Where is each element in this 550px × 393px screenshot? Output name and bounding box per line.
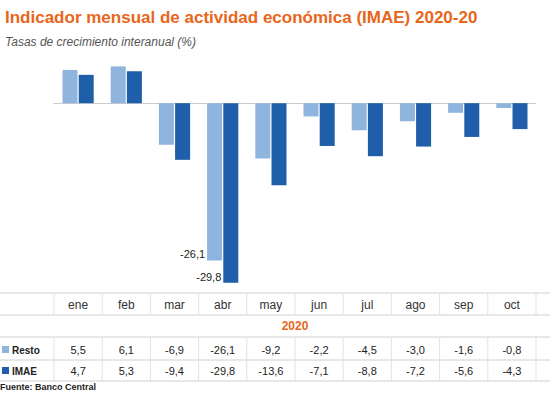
svg-text:-5,6: -5,6 (454, 365, 473, 377)
svg-text:-9,2: -9,2 (261, 344, 280, 356)
svg-text:-7,1: -7,1 (310, 365, 329, 377)
svg-text:Indicador mensual de actividad: Indicador mensual de actividad económica… (5, 8, 477, 27)
svg-text:-9,4: -9,4 (165, 365, 184, 377)
svg-text:sep: sep (454, 298, 474, 312)
svg-text:5,5: 5,5 (70, 344, 85, 356)
svg-text:mar: mar (164, 298, 185, 312)
svg-text:-4,5: -4,5 (358, 344, 377, 356)
svg-text:jul: jul (360, 298, 373, 312)
svg-text:jun: jun (310, 298, 327, 312)
svg-text:4,7: 4,7 (70, 365, 85, 377)
svg-text:ene: ene (68, 298, 88, 312)
svg-text:oct: oct (504, 298, 521, 312)
svg-text:ago: ago (405, 298, 425, 312)
svg-text:2020: 2020 (282, 319, 309, 333)
svg-text:Resto: Resto (12, 345, 40, 356)
svg-text:-26,1: -26,1 (180, 248, 205, 260)
svg-text:-1,6: -1,6 (454, 344, 473, 356)
svg-text:abr: abr (214, 298, 231, 312)
svg-text:-6,9: -6,9 (165, 344, 184, 356)
svg-text:-29,8: -29,8 (196, 271, 221, 283)
svg-text:-8,8: -8,8 (358, 365, 377, 377)
svg-text:-7,2: -7,2 (406, 365, 425, 377)
svg-text:feb: feb (118, 298, 135, 312)
svg-text:may: may (260, 298, 283, 312)
svg-text:-29,8: -29,8 (210, 365, 235, 377)
svg-text:6,1: 6,1 (119, 344, 134, 356)
svg-text:-4,3: -4,3 (502, 365, 521, 377)
svg-text:-0,8: -0,8 (502, 344, 521, 356)
svg-text:-2,2: -2,2 (310, 344, 329, 356)
svg-text:IMAE: IMAE (12, 366, 37, 377)
svg-text:-13,6: -13,6 (258, 365, 283, 377)
svg-text:Fuente: Banco Central: Fuente: Banco Central (0, 382, 96, 392)
svg-text:5,3: 5,3 (119, 365, 134, 377)
svg-text:-26,1: -26,1 (210, 344, 235, 356)
svg-text:-3,0: -3,0 (406, 344, 425, 356)
svg-text:Tasas de crecimiento interanua: Tasas de crecimiento interanual (%) (5, 35, 196, 49)
